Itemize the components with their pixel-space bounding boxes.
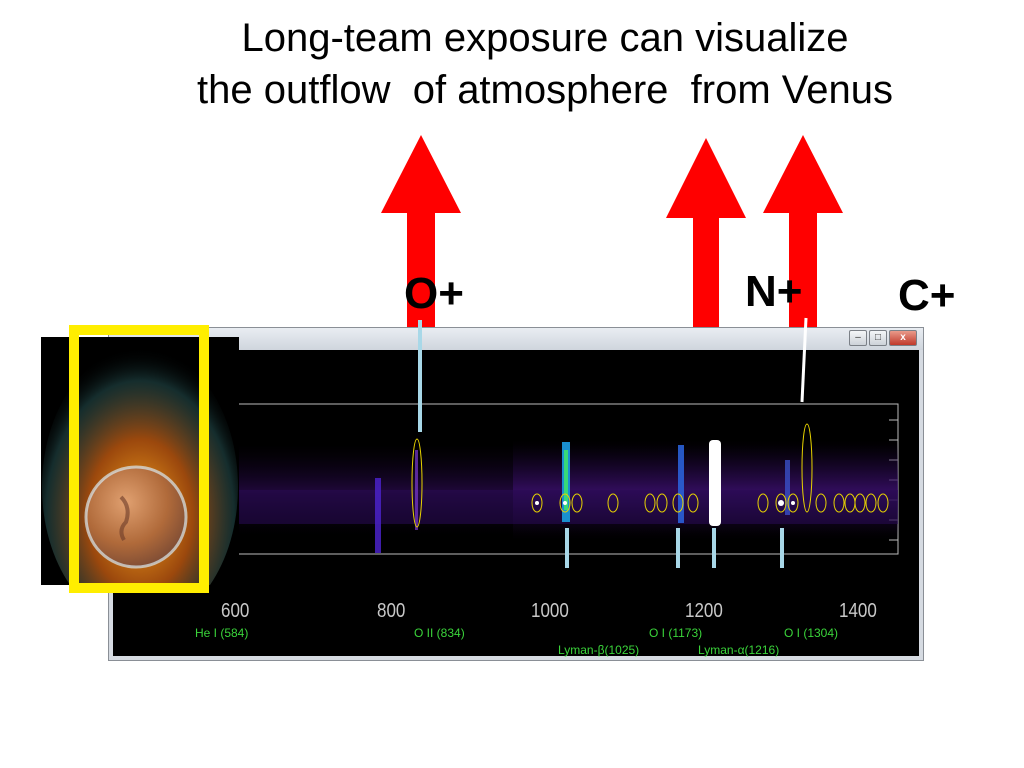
line-label-o-ii: O II (834) xyxy=(414,626,465,640)
middle-arrow-icon xyxy=(666,138,746,334)
window-titlebar[interactable]: – □ x xyxy=(109,328,923,350)
line-label-o-i-1173: O I (1173) xyxy=(649,626,703,640)
x-tick-600: 600 xyxy=(221,600,250,622)
x-tick-1000: 1000 xyxy=(531,600,569,622)
o-plus-label: O+ xyxy=(404,269,464,318)
maximize-button[interactable]: □ xyxy=(869,330,887,346)
title-line-2: the outflow of atmosphere from Venus xyxy=(197,68,893,112)
n-plus-label: N+ xyxy=(745,267,803,316)
venus-highlight-frame xyxy=(69,325,209,593)
spectrum-image xyxy=(232,403,899,568)
slide-title: Long-team exposure can visualize the out… xyxy=(0,12,1024,116)
minimize-button[interactable]: – xyxy=(849,330,867,346)
spectrum-window: – □ x xyxy=(108,327,924,661)
line-label-lyman-beta: Lyman-β(1025) xyxy=(558,643,640,657)
x-tick-1200: 1200 xyxy=(685,600,723,622)
x-tick-1400: 1400 xyxy=(839,600,877,622)
x-tick-800: 800 xyxy=(377,600,406,622)
line-label-lyman-alpha: Lyman-α(1216) xyxy=(698,643,780,657)
close-button[interactable]: x xyxy=(889,330,917,346)
n-plus-arrow-icon xyxy=(763,135,843,330)
title-line-1: Long-team exposure can visualize xyxy=(241,16,849,60)
line-label-he-i: He I (584) xyxy=(195,626,249,640)
spectrum-plot: 600 800 1000 1200 1400 He I (584) O II (… xyxy=(113,350,919,657)
c-plus-label: C+ xyxy=(898,271,956,320)
line-label-o-i-1304: O I (1304) xyxy=(784,626,839,640)
o-plus-arrow-icon xyxy=(381,135,461,330)
